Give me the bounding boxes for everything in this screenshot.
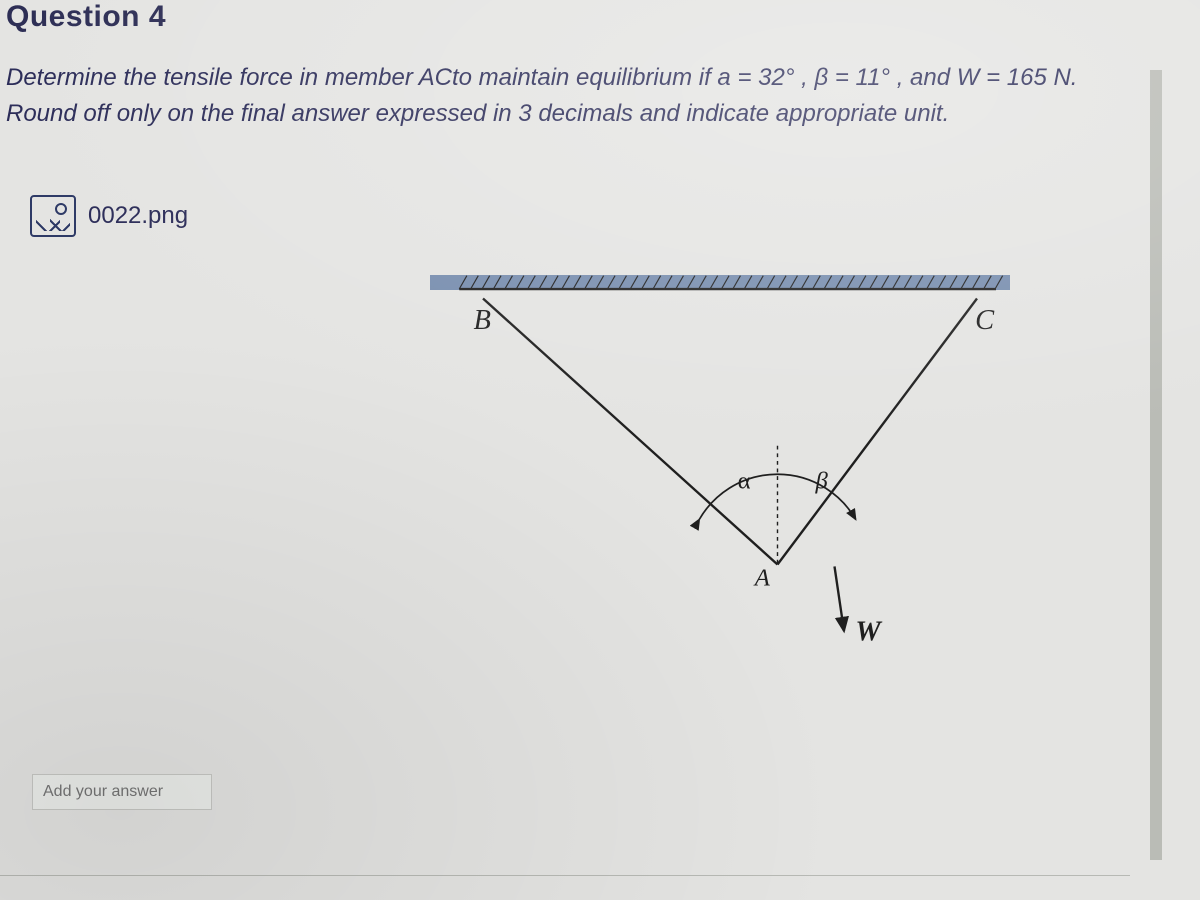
beta-symbol: β: [814, 64, 828, 91]
svg-text:B: B: [474, 305, 491, 336]
svg-text:β: β: [815, 468, 829, 495]
attachment-filename: 0022.png: [88, 202, 188, 230]
svg-text:C: C: [975, 305, 995, 336]
scrollbar[interactable]: [1150, 70, 1162, 860]
q-text: , and W = 165 N.: [890, 64, 1077, 91]
question-number: Question 4: [6, 0, 166, 33]
question-body: Determine the tensile force in member AC…: [0, 60, 1200, 132]
q-text: Determine the tensile force in member: [6, 64, 419, 91]
svg-text:A: A: [753, 564, 771, 591]
question-header: Question 4: [0, 0, 172, 38]
diagram: B C Aα β W: [430, 270, 1030, 650]
q-text: = 32° ,: [731, 64, 815, 91]
question-line-1: Determine the tensile force in member AC…: [6, 60, 1194, 96]
answer-input[interactable]: [32, 774, 212, 810]
svg-text:W: W: [855, 617, 883, 648]
image-icon: [30, 195, 76, 237]
card-bottom-border: [0, 875, 1130, 876]
q-member: AC: [419, 64, 452, 91]
attachment-row[interactable]: 0022.png: [30, 195, 188, 237]
question-line-2: Round off only on the final answer expre…: [6, 96, 1194, 132]
q-text: to maintain equilibrium if: [452, 64, 717, 91]
svg-text:α: α: [738, 468, 751, 495]
q-text: = 11°: [828, 64, 890, 91]
alpha-symbol: a: [717, 64, 730, 91]
